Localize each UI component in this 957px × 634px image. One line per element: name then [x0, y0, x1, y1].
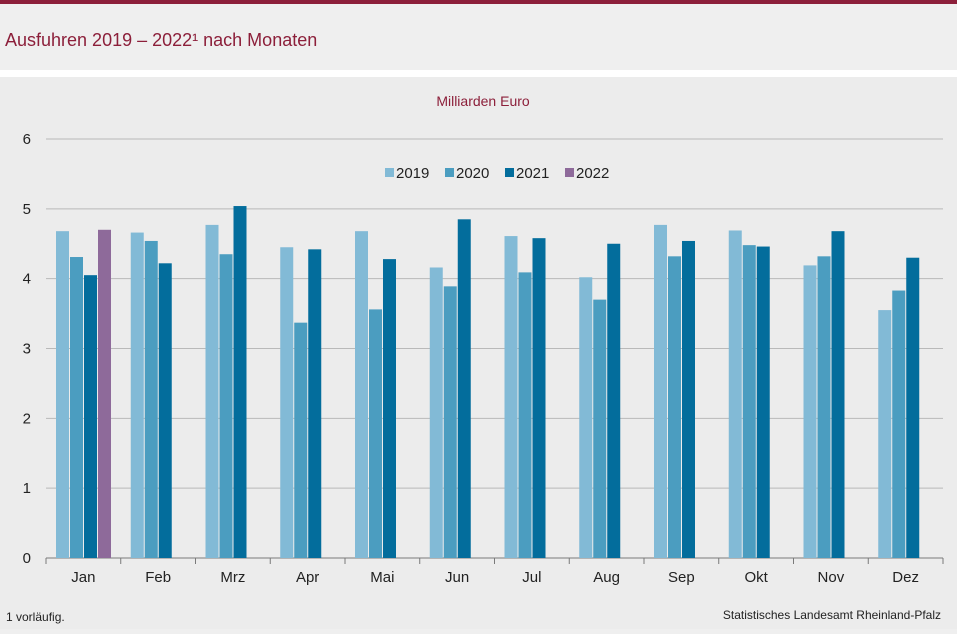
x-tick-label: Sep: [668, 569, 695, 586]
bar-2020-Dez: [892, 290, 906, 558]
footnote: 1 vorläufig.: [6, 610, 65, 624]
chart-title: Ausfuhren 2019 – 2022¹ nach Monaten: [5, 30, 318, 50]
bar-2021-Jul: [532, 238, 546, 558]
bar-2019-Nov: [803, 265, 817, 558]
legend-swatch-2019: [385, 168, 394, 177]
bar-2021-Jan: [84, 275, 97, 558]
legend-swatch-2021: [505, 168, 514, 177]
bar-2020-Mai: [369, 309, 382, 558]
y-tick-label: 2: [23, 410, 31, 427]
bar-2019-Sep: [654, 224, 667, 558]
bar-2019-Mai: [355, 231, 368, 558]
bar-2021-Dez: [906, 257, 920, 558]
bar-2020-Nov: [817, 256, 831, 558]
bar-2021-Okt: [756, 246, 770, 558]
bar-2020-Jan: [70, 257, 83, 558]
x-tick-label: Okt: [744, 569, 768, 586]
legend-label-2019: 2019: [396, 165, 429, 182]
bar-2019-Jan: [56, 231, 69, 558]
bar-2019-Jun: [429, 267, 443, 558]
y-tick-label: 0: [23, 550, 31, 567]
bar-2020-Apr: [294, 322, 308, 558]
y-tick-label: 6: [23, 131, 31, 148]
unit-label: Milliarden Euro: [436, 93, 530, 109]
x-tick-label: Jul: [522, 569, 541, 586]
bar-2020-Jun: [443, 286, 457, 558]
bar-2019-Jul: [504, 236, 518, 558]
bar-2019-Apr: [280, 247, 294, 558]
legend-label-2022: 2022: [576, 165, 609, 182]
bar-2019-Mrz: [205, 224, 219, 558]
legend-label-2020: 2020: [456, 165, 489, 182]
legend-swatch-2020: [445, 168, 454, 177]
header: Ausfuhren 2019 – 2022¹ nach Monaten: [0, 4, 957, 70]
x-tick-label: Jan: [71, 569, 95, 586]
legend-label-2021: 2021: [516, 165, 549, 182]
bar-2020-Jul: [518, 272, 532, 558]
bar-2021-Aug: [607, 243, 621, 558]
bar-2020-Mrz: [219, 254, 233, 558]
bar-chart: Milliarden Euro 0 1 2 3 4 5 6 Jan Feb Mrz Apr Mai Jun…: [23, 93, 944, 586]
bar-2020-Sep: [668, 256, 681, 558]
x-tick-label: Jun: [445, 569, 469, 586]
bar-2021-Nov: [831, 231, 845, 558]
bar-2020-Feb: [144, 240, 158, 558]
bar-2019-Dez: [878, 310, 892, 558]
bar-2021-Mrz: [233, 206, 247, 559]
x-tick-label: Nov: [818, 569, 845, 586]
bar-2021-Mai: [383, 259, 396, 558]
x-tick-label: Mai: [370, 569, 394, 586]
header-separator: [0, 70, 957, 77]
bar-2020-Okt: [742, 245, 756, 558]
source-note: Statistisches Landesamt Rheinland-Pfalz: [722, 608, 941, 622]
y-tick-label: 3: [23, 341, 31, 358]
bar-2021-Jun: [457, 219, 471, 558]
x-tick-label: Mrz: [220, 569, 245, 586]
x-tick-label: Aug: [593, 569, 620, 586]
bar-2021-Apr: [308, 249, 322, 558]
bar-2021-Sep: [682, 240, 695, 558]
x-tick-label: Dez: [892, 569, 919, 586]
x-tick-label: Apr: [296, 569, 319, 586]
bar-2019-Aug: [579, 277, 593, 558]
y-tick-label: 4: [23, 271, 31, 288]
top-accent-bar: [0, 0, 957, 4]
legend-swatch-2022: [565, 168, 574, 177]
bar-2022-Jan: [98, 229, 111, 559]
y-tick-label: 5: [23, 201, 31, 218]
bar-2019-Okt: [728, 230, 742, 558]
bar-2019-Feb: [130, 232, 144, 558]
x-tick-label: Feb: [145, 569, 171, 586]
y-tick-label: 1: [23, 480, 31, 497]
chart-area: Milliarden Euro 0 1 2 3 4 5 6 Jan Feb Mrz Apr Mai Jun…: [0, 77, 957, 629]
bar-2020-Aug: [593, 299, 607, 558]
bar-2021-Feb: [158, 263, 172, 558]
